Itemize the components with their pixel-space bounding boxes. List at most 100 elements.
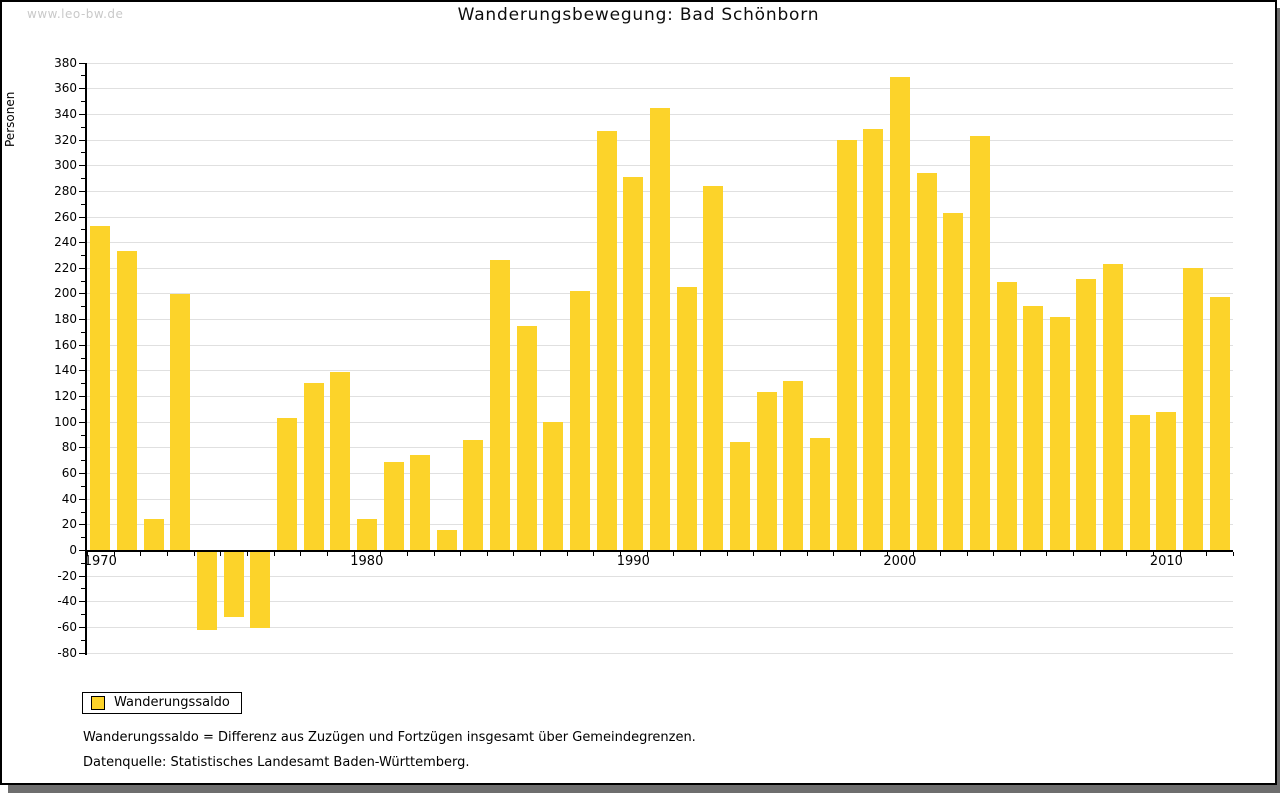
y-minor-tick <box>81 229 85 230</box>
x-tick <box>726 552 728 556</box>
x-tick-label-2000: 2000 <box>883 554 917 569</box>
bar-1993 <box>703 185 724 550</box>
bar-1997 <box>809 438 830 550</box>
x-tick <box>966 552 968 556</box>
x-tick <box>193 552 195 556</box>
bar-1984 <box>463 439 484 550</box>
y-tick-label: -60 <box>57 620 77 634</box>
y-major-tick <box>79 601 85 602</box>
y-major-tick <box>79 524 85 525</box>
y-minor-tick <box>81 640 85 641</box>
x-tick <box>779 552 781 556</box>
y-major-tick <box>79 396 85 397</box>
x-tick <box>1233 552 1234 556</box>
x-tick <box>1206 552 1208 556</box>
y-major-tick <box>79 447 85 448</box>
x-tick <box>753 552 755 556</box>
bar-1971 <box>117 251 137 550</box>
y-major-tick <box>79 550 85 551</box>
y-tick-label: 280 <box>54 184 77 198</box>
y-major-tick <box>79 422 85 423</box>
bar-2003 <box>969 135 990 550</box>
grid-line <box>87 653 1233 654</box>
bar-2007 <box>1076 279 1097 550</box>
page-title: Wanderungsbewegung: Bad Schönborn <box>457 5 820 25</box>
y-tick-label: 220 <box>54 261 77 275</box>
x-tick <box>113 552 115 556</box>
y-minor-tick <box>81 460 85 461</box>
y-tick-label: 120 <box>54 389 77 403</box>
y-major-tick <box>79 114 85 115</box>
y-major-tick <box>79 140 85 141</box>
x-tick <box>220 552 222 556</box>
legend-series-label: Wanderungssaldo <box>114 695 230 710</box>
x-tick-label-2010: 2010 <box>1149 554 1183 569</box>
x-tick <box>140 552 142 556</box>
x-tick <box>833 552 835 556</box>
y-tick-label: 160 <box>54 338 77 352</box>
y-tick-label: -20 <box>57 569 77 583</box>
y-minor-tick <box>81 101 85 102</box>
y-minor-tick <box>81 75 85 76</box>
bar-1998 <box>836 139 857 550</box>
y-tick-label: -40 <box>57 594 77 608</box>
y-minor-tick <box>81 512 85 513</box>
x-tick <box>939 552 941 556</box>
x-tick-label-1980: 1980 <box>350 554 384 569</box>
y-major-tick <box>79 293 85 294</box>
legend-swatch-icon <box>91 696 105 710</box>
bar-2002 <box>943 212 964 550</box>
y-major-tick <box>79 627 85 628</box>
y-tick-label: 360 <box>54 81 77 95</box>
x-tick <box>913 552 915 556</box>
bar-1973 <box>170 293 191 550</box>
x-tick <box>1073 552 1075 556</box>
y-tick-label: 180 <box>54 312 77 326</box>
y-minor-tick <box>81 281 85 282</box>
y-minor-tick <box>81 127 85 128</box>
y-major-tick <box>79 345 85 346</box>
y-tick-label: 20 <box>61 517 77 531</box>
y-major-tick <box>79 191 85 192</box>
x-tick <box>1099 552 1101 556</box>
x-tick <box>486 552 488 556</box>
grid-line <box>87 88 1233 89</box>
y-tick-label: 40 <box>61 492 77 506</box>
y-tick-label: 60 <box>61 466 77 480</box>
y-minor-tick <box>81 255 85 256</box>
x-tick <box>460 552 462 556</box>
bar-1990 <box>623 176 644 550</box>
bar-1985 <box>490 260 511 550</box>
footnote-source: Datenquelle: Statistisches Landesamt Bad… <box>83 755 470 770</box>
bar-2004 <box>996 281 1017 550</box>
bar-2000 <box>889 76 910 550</box>
bar-2008 <box>1103 264 1124 550</box>
y-major-tick <box>79 165 85 166</box>
y-tick-label: 320 <box>54 133 77 147</box>
y-minor-tick <box>81 358 85 359</box>
bar-1977 <box>276 417 297 550</box>
legend: Wanderungssaldo <box>82 692 242 714</box>
x-tick <box>1179 552 1181 556</box>
y-minor-tick <box>81 614 85 615</box>
grid-line <box>87 576 1233 577</box>
bar-1976 <box>250 552 271 629</box>
y-major-tick <box>79 268 85 269</box>
x-tick <box>1126 552 1128 556</box>
bar-2010 <box>1156 411 1177 550</box>
x-tick <box>700 552 701 556</box>
grid-line <box>87 63 1233 64</box>
y-minor-tick <box>81 178 85 179</box>
x-tick <box>353 552 355 556</box>
x-tick <box>646 552 648 556</box>
y-minor-tick <box>81 332 85 333</box>
y-tick-label: 300 <box>54 158 77 172</box>
x-tick <box>859 552 861 556</box>
x-tick <box>87 552 88 556</box>
y-tick-label: 0 <box>69 543 77 557</box>
bar-2001 <box>916 172 937 550</box>
bar-1995 <box>756 392 777 550</box>
footnote-definition: Wanderungssaldo = Differenz aus Zuzügen … <box>83 730 696 745</box>
y-minor-tick <box>81 409 85 410</box>
y-minor-tick <box>81 306 85 307</box>
